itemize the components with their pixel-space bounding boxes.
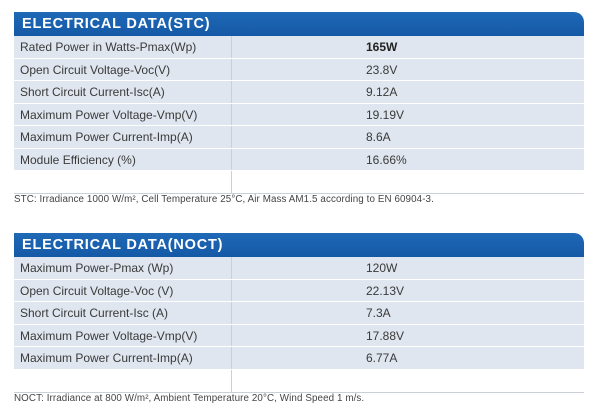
stc-note: STC: Irradiance 1000 W/m², Cell Temperat…: [14, 194, 434, 205]
row-value: 7.3A: [366, 306, 391, 320]
row-value: 8.6A: [366, 130, 391, 144]
table-row: Maximum Power-Pmax (Wp) 120W: [14, 257, 584, 280]
row-label: Open Circuit Voltage-Voc(V): [14, 58, 232, 80]
row-value: 165W: [366, 40, 398, 54]
row-value: 120W: [366, 261, 398, 275]
table-row: Maximum Power Current-Imp(A) 6.77A: [14, 347, 584, 370]
table-spacer-row: [14, 369, 584, 392]
row-label: Short Circuit Current-Isc(A): [14, 81, 232, 103]
row-value: 23.8V: [366, 62, 398, 77]
row-value: 17.88V: [366, 328, 405, 343]
noct-note: NOCT: Irradiance at 800 W/m², Ambient Te…: [14, 393, 365, 404]
row-value: 19.19V: [366, 107, 405, 122]
noct-section: ELECTRICAL DATA(NOCT) Maximum Power-Pmax…: [14, 233, 584, 393]
table-row: Open Circuit Voltage-Voc (V) 22.13V: [14, 279, 584, 302]
row-label: Maximum Power-Pmax (Wp): [14, 257, 232, 279]
table-row: Open Circuit Voltage-Voc(V) 23.8V: [14, 58, 584, 81]
table-bottom-rule: [14, 391, 584, 393]
stc-section: ELECTRICAL DATA(STC) Rated Power in Watt…: [14, 12, 584, 194]
spacer-cell: [14, 171, 232, 193]
row-label: Maximum Power Current-Imp(A): [14, 347, 232, 369]
table-row: Maximum Power Current-Imp(A) 8.6A: [14, 126, 584, 149]
row-value: 9.12A: [366, 85, 398, 99]
stc-header: ELECTRICAL DATA(STC): [14, 12, 584, 36]
row-value: 6.77A: [366, 351, 398, 365]
table-spacer-row: [14, 171, 584, 193]
noct-header: ELECTRICAL DATA(NOCT): [14, 233, 584, 257]
row-label: Open Circuit Voltage-Voc (V): [14, 279, 232, 301]
row-label: Module Efficiency (%): [14, 148, 232, 170]
row-label: Maximum Power Current-Imp(A): [14, 126, 232, 148]
row-value: 22.13V: [366, 283, 405, 298]
row-value: 16.66%: [366, 152, 407, 167]
table-row: Rated Power in Watts-Pmax(Wp) 165W: [14, 36, 584, 59]
row-label: Maximum Power Voltage-Vmp(V): [14, 324, 232, 346]
row-label: Short Circuit Current-Isc (A): [14, 302, 232, 324]
table-row: Short Circuit Current-Isc (A) 7.3A: [14, 302, 584, 325]
spacer-cell: [14, 369, 232, 392]
table-row: Module Efficiency (%) 16.66%: [14, 148, 584, 171]
table-bottom-rule: [14, 193, 584, 194]
row-label: Maximum Power Voltage-Vmp(V): [14, 103, 232, 125]
table-row: Maximum Power Voltage-Vmp(V) 17.88V: [14, 324, 584, 347]
row-label: Rated Power in Watts-Pmax(Wp): [14, 36, 232, 58]
table-row: Short Circuit Current-Isc(A) 9.12A: [14, 81, 584, 104]
table-row: Maximum Power Voltage-Vmp(V) 19.19V: [14, 103, 584, 126]
